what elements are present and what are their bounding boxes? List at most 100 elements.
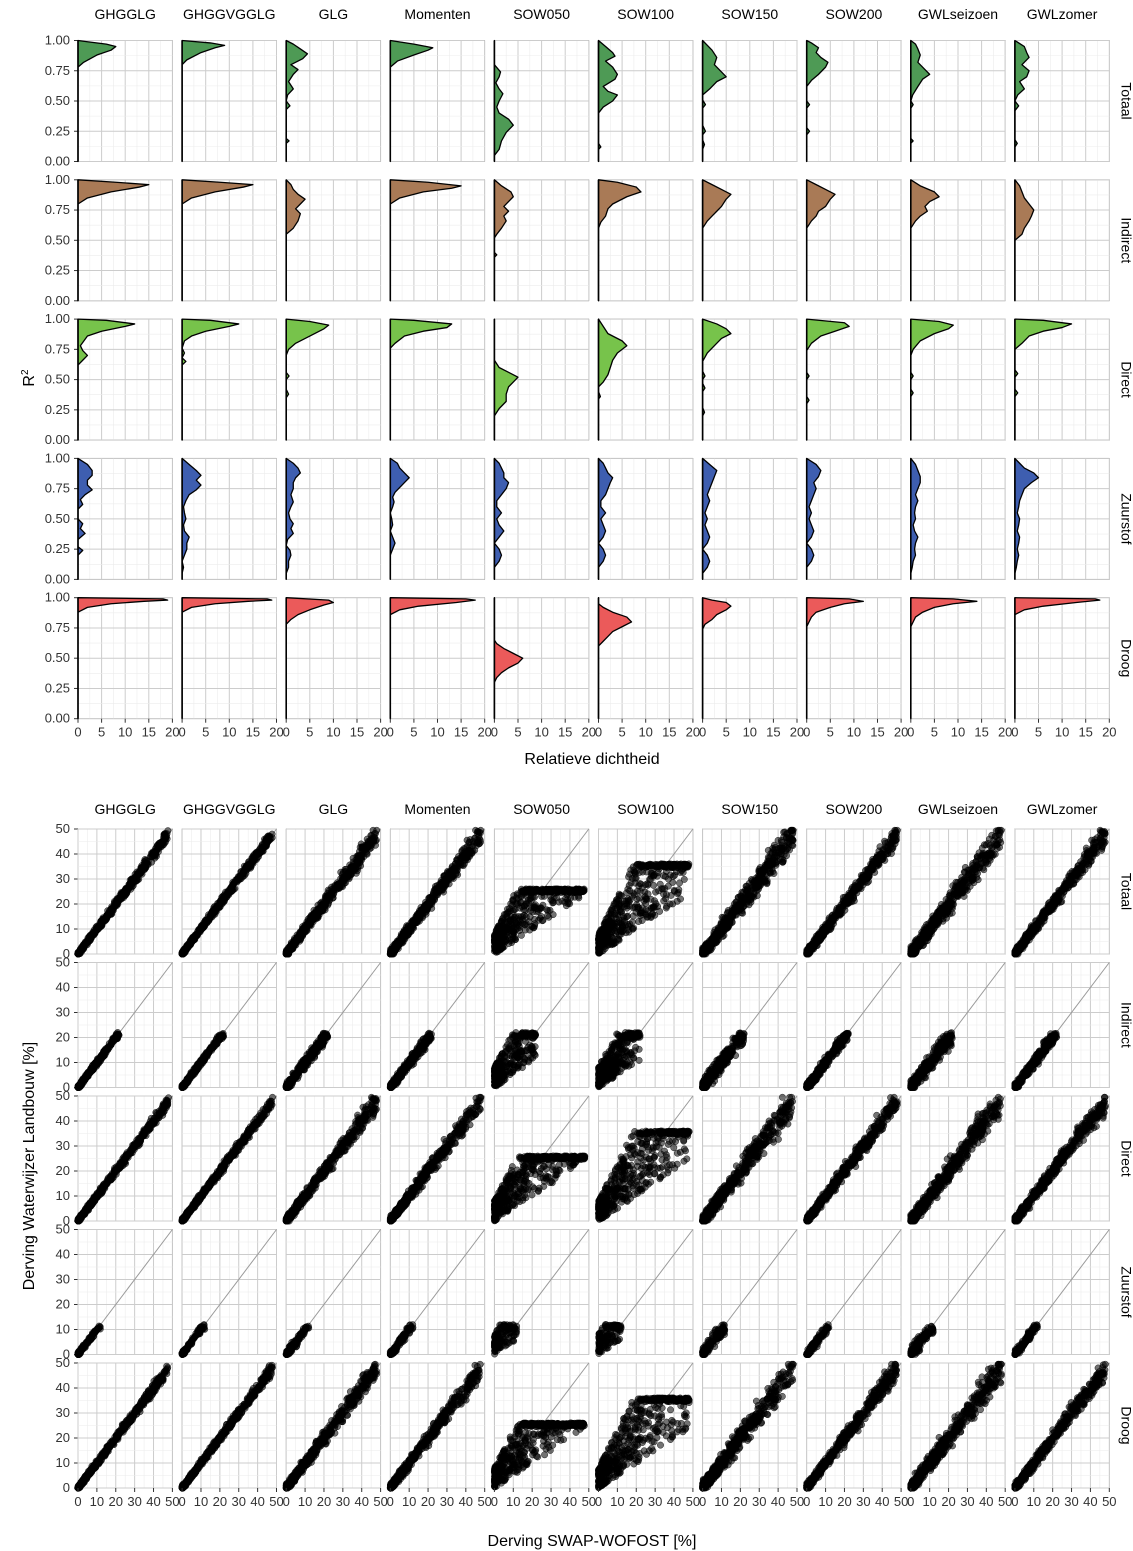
density-panel-zuurstof-gwlseizoen xyxy=(911,458,1005,579)
scatter-point xyxy=(660,863,666,869)
density-x-tick-label: 20 xyxy=(998,725,1012,740)
density-y-tick-label: 1.00 xyxy=(45,590,70,605)
density-panel-indirect-sow200 xyxy=(807,180,901,301)
column-strip-sow200: SOW200 xyxy=(825,6,882,22)
scatter-point xyxy=(363,849,369,855)
density-x-tick-label: 10 xyxy=(951,725,965,740)
density-x-tick-label: 5 xyxy=(618,725,625,740)
density-y-tick-label: 0.25 xyxy=(45,123,70,138)
scatter-point xyxy=(521,903,527,909)
scatter-point xyxy=(461,861,467,867)
scatter-point xyxy=(599,934,605,940)
column-strip-glg: GLG xyxy=(319,6,349,22)
scatter-y-tick-label: 20 xyxy=(56,896,70,911)
density-y-tick-label: 0.50 xyxy=(45,232,70,247)
scatter-point xyxy=(180,949,186,955)
scatter-point xyxy=(500,915,506,921)
scatter-point xyxy=(611,928,617,934)
density-panel-droog-glg xyxy=(286,598,380,719)
density-x-tick-label: 20 xyxy=(582,725,596,740)
scatter-point xyxy=(620,924,626,930)
density-x-tick-label: 20 xyxy=(165,725,179,740)
column-strip-gwlzomer: GWLzomer xyxy=(1027,6,1098,22)
density-x-tick-label: 5 xyxy=(1035,725,1042,740)
density-x-tick-label: 5 xyxy=(514,725,521,740)
scatter-point xyxy=(636,869,642,875)
density-panel-direct-momenten xyxy=(390,319,484,440)
scatter-point xyxy=(372,830,378,836)
scatter-point xyxy=(496,930,502,936)
scatter-panel-totaal-ghggvgglg xyxy=(179,829,277,957)
density-y-tick-label: 0.50 xyxy=(45,372,70,387)
density-panel-totaal-sow100 xyxy=(599,41,693,162)
density-x-tick-label: 0 xyxy=(803,725,810,740)
scatter-point xyxy=(156,844,162,850)
density-y-tick-label: 0.75 xyxy=(45,481,70,496)
density-y-tick-label: 0.25 xyxy=(45,541,70,556)
density-panel-totaal-glg xyxy=(286,41,380,162)
scatter-panel-totaal-ghgglg xyxy=(75,828,173,958)
scatter-point xyxy=(205,916,211,922)
scatter-point xyxy=(650,911,656,917)
density-panel-direct-sow200 xyxy=(807,319,901,440)
scatter-point xyxy=(325,887,331,893)
scatter-point xyxy=(188,940,194,946)
density-panel-zuurstof-ghgglg xyxy=(78,458,172,579)
density-panel-droog-gwlzomer xyxy=(1015,598,1109,719)
density-x-tick-label: 5 xyxy=(931,725,938,740)
scatter-point xyxy=(630,904,636,910)
density-x-tick-label: 20 xyxy=(790,725,804,740)
row-strip-zuurstof: Zuurstof xyxy=(1118,493,1133,544)
density-y-tick-label: 0.75 xyxy=(45,341,70,356)
scatter-point xyxy=(467,836,473,842)
scatter-point xyxy=(315,910,321,916)
density-y-tick-label: 1.00 xyxy=(45,172,70,187)
density-panel-totaal-sow150 xyxy=(703,41,797,162)
scatter-point xyxy=(540,917,546,923)
scatter-point xyxy=(522,922,528,928)
density-panel-droog-sow200 xyxy=(807,598,901,719)
scatter-point xyxy=(667,863,673,869)
scatter-point xyxy=(424,903,430,909)
scatter-panel-totaal-sow050 xyxy=(491,829,589,955)
scatter-point xyxy=(413,918,419,924)
density-x-tick-label: 0 xyxy=(699,725,706,740)
density-x-tick-label: 10 xyxy=(1055,725,1069,740)
column-strip-sow100: SOW100 xyxy=(617,6,674,22)
density-panel-indirect-sow100 xyxy=(599,180,693,301)
scatter-point xyxy=(346,872,352,878)
scatter-point xyxy=(566,901,572,907)
column-strip-ghgglg: GHGGLG xyxy=(94,6,155,22)
scatter-point xyxy=(475,829,481,835)
density-panel-zuurstof-gwlzomer xyxy=(1015,458,1109,579)
scatter-point xyxy=(396,941,402,947)
row-strip-droog: Droog xyxy=(1118,639,1133,677)
scatter-point xyxy=(94,926,100,932)
scatter-y-tick-label: 50 xyxy=(56,821,70,836)
density-y-tick-label: 0.00 xyxy=(45,571,70,586)
scatter-point xyxy=(320,899,326,905)
density-x-tick-label: 20 xyxy=(894,725,908,740)
density-x-tick-label: 15 xyxy=(974,725,988,740)
scatter-point xyxy=(213,906,219,912)
density-panel-direct-ghgglg xyxy=(78,319,172,440)
density-panel-totaal-ghgglg xyxy=(78,41,172,162)
scatter-point xyxy=(642,864,648,870)
scatter-point xyxy=(336,883,342,889)
scatter-point xyxy=(629,919,635,925)
scatter-point xyxy=(330,891,336,897)
scatter-point xyxy=(439,883,445,889)
scatter-point xyxy=(86,936,92,942)
density-x-tick-label: 5 xyxy=(410,725,417,740)
density-x-tick-label: 5 xyxy=(306,725,313,740)
scatter-point xyxy=(664,903,670,909)
scatter-point xyxy=(532,902,538,908)
density-x-tick-label: 10 xyxy=(534,725,548,740)
density-panel-indirect-glg xyxy=(286,180,380,301)
scatter-point xyxy=(364,836,370,842)
scatter-point xyxy=(342,880,348,886)
density-x-tick-label: 15 xyxy=(766,725,780,740)
scatter-point xyxy=(609,939,615,945)
scatter-point xyxy=(670,901,676,907)
